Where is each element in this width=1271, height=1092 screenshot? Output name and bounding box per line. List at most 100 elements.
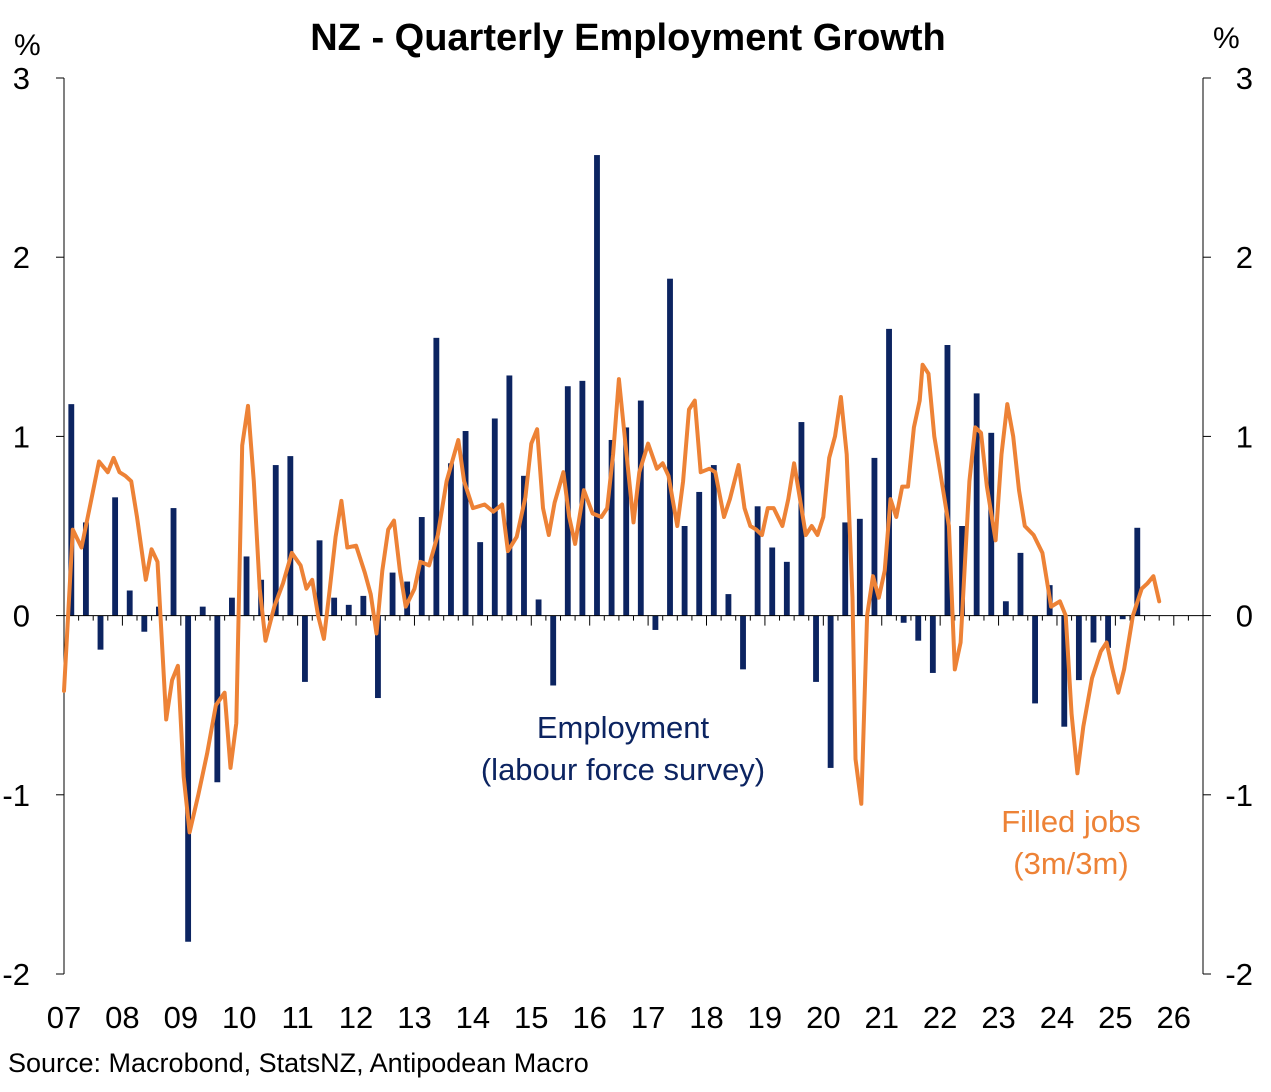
filled-jobs-annotation-line2: (3m/3m) xyxy=(1013,846,1128,881)
employment-bar xyxy=(594,155,600,616)
employment-bar xyxy=(433,337,440,616)
employment-bar xyxy=(637,400,644,616)
employment-bar xyxy=(623,427,630,616)
employment-bar xyxy=(783,561,790,616)
employment-bar xyxy=(214,615,221,783)
employment-bar xyxy=(345,604,352,616)
employment-bar xyxy=(550,615,557,686)
employment-bar xyxy=(769,547,776,616)
left-y-tick-label: 3 xyxy=(13,61,30,96)
left-y-tick-label: 0 xyxy=(13,599,30,634)
x-tick-label: 16 xyxy=(572,1000,606,1035)
employment-bar xyxy=(667,278,673,616)
employment-bar xyxy=(915,615,922,641)
employment-bar xyxy=(170,508,177,616)
employment-bar xyxy=(973,393,980,616)
employment-bar xyxy=(477,542,484,616)
employment-bar xyxy=(929,615,936,673)
x-tick-label: 19 xyxy=(748,1000,782,1035)
employment-bar xyxy=(681,526,688,616)
x-tick-label: 10 xyxy=(222,1000,256,1035)
employment-bar xyxy=(1002,601,1009,616)
axes: -2 -2-1 -10 01 12 23 307 08 09 10 11 12 13 14 15 16 17 18… xyxy=(2,61,1253,1035)
employment-bar xyxy=(272,465,279,616)
employment-bar xyxy=(360,595,367,616)
employment-bar xyxy=(375,615,381,699)
x-tick-label: 09 xyxy=(164,1000,198,1035)
left-y-tick-label: 2 xyxy=(13,240,30,275)
x-tick-label: 23 xyxy=(981,1000,1015,1035)
source-note: Source: Macrobond, StatsNZ, Antipodean M… xyxy=(8,1048,589,1078)
employment-bar xyxy=(842,522,849,616)
employment-bar xyxy=(886,328,892,616)
employment-bar xyxy=(521,475,527,616)
employment-bar xyxy=(112,497,119,616)
right-y-tick-label: 0 xyxy=(1236,599,1253,634)
employment-bar xyxy=(652,615,659,630)
right-y-tick-label: -1 xyxy=(1225,778,1253,813)
employment-bar xyxy=(506,375,513,616)
employment-bar xyxy=(243,556,250,616)
employment-bar xyxy=(696,491,703,616)
employment-bar xyxy=(856,518,863,616)
employment-annotation: Employment (labour force survey) xyxy=(481,710,765,787)
filled-jobs-layer xyxy=(62,362,1162,835)
filled-jobs-annotation: Filled jobs (3m/3m) xyxy=(1001,804,1141,881)
employment-bar xyxy=(287,456,294,616)
employment-bar xyxy=(141,615,148,632)
right-y-tick-label: 2 xyxy=(1236,240,1253,275)
x-tick-label: 24 xyxy=(1040,1000,1074,1035)
filled-jobs-line xyxy=(62,362,1162,835)
employment-bar xyxy=(740,615,746,670)
x-tick-label: 22 xyxy=(923,1000,957,1035)
employment-bar xyxy=(316,540,323,616)
x-tick-label: 08 xyxy=(105,1000,139,1035)
employment-bar xyxy=(418,517,425,616)
employment-bar xyxy=(535,599,542,616)
employment-bar xyxy=(959,526,965,616)
employment-bar xyxy=(1119,615,1126,620)
left-y-tick-label: 1 xyxy=(13,419,30,454)
employment-bar xyxy=(1032,615,1038,704)
employment-bar xyxy=(608,439,615,616)
employment-bar xyxy=(462,431,469,616)
employment-bar xyxy=(97,615,104,650)
employment-bar xyxy=(1134,527,1141,616)
employment-bar xyxy=(1017,552,1024,616)
employment-bar xyxy=(229,597,235,616)
employment-bar xyxy=(389,572,396,616)
x-tick-label: 14 xyxy=(456,1000,490,1035)
employment-bar xyxy=(82,522,89,616)
employment-annotation-line2: (labour force survey) xyxy=(481,752,765,787)
employment-bar xyxy=(1105,615,1111,648)
employment-bar xyxy=(448,463,454,616)
left-y-tick-label: -1 xyxy=(2,778,30,813)
employment-bar xyxy=(813,615,819,682)
employment-bar xyxy=(185,615,192,942)
employment-bar xyxy=(1061,615,1068,727)
employment-bars xyxy=(68,155,1141,942)
employment-bar xyxy=(944,345,951,616)
employment-bar xyxy=(404,581,411,616)
x-tick-label: 21 xyxy=(865,1000,899,1035)
employment-bar xyxy=(754,506,761,616)
chart-title: NZ - Quarterly Employment Growth xyxy=(310,17,946,59)
employment-annotation-line1: Employment xyxy=(537,710,710,745)
left-y-tick-label: -2 xyxy=(2,957,30,992)
employment-bar xyxy=(126,590,133,616)
employment-bar xyxy=(827,615,834,768)
filled-jobs-annotation-line1: Filled jobs xyxy=(1001,804,1141,839)
right-y-unit: % xyxy=(1213,22,1240,55)
x-tick-label: 15 xyxy=(514,1000,548,1035)
x-tick-label: 25 xyxy=(1098,1000,1132,1035)
x-tick-label: 18 xyxy=(689,1000,723,1035)
x-tick-label: 13 xyxy=(397,1000,431,1035)
x-tick-label: 26 xyxy=(1157,1000,1191,1035)
employment-bar xyxy=(1075,615,1082,681)
x-tick-label: 12 xyxy=(339,1000,373,1035)
right-y-tick-label: 1 xyxy=(1236,419,1253,454)
employment-bar xyxy=(68,404,75,616)
employment-bar xyxy=(199,606,206,616)
